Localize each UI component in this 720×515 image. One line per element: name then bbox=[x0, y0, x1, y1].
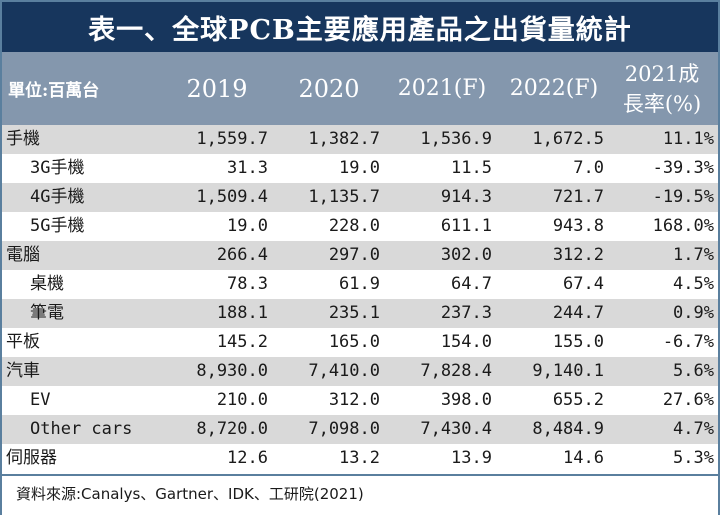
row-category: EV bbox=[30, 390, 51, 410]
cell-2022: 312.2 bbox=[552, 245, 604, 265]
cell-2021: 237.3 bbox=[440, 303, 492, 323]
cell-2022: 9,140.1 bbox=[532, 361, 604, 381]
cell-2020: 297.0 bbox=[328, 245, 380, 265]
growth-header-line2: 長率(%) bbox=[622, 91, 702, 116]
cell-2020: 1,382.7 bbox=[308, 129, 380, 149]
source-note: 資料來源:Canalys、Gartner、IDK、工研院(2021) bbox=[16, 485, 364, 503]
cell-2022: 244.7 bbox=[552, 303, 604, 323]
cell-2021: 611.1 bbox=[440, 216, 492, 236]
cell-growth: 4.7% bbox=[673, 419, 714, 439]
row-category: 桌機 bbox=[30, 274, 64, 294]
table-row: 伺服器 12.6 13.2 13.9 14.6 5.3% bbox=[2, 444, 718, 473]
cell-2021: 64.7 bbox=[451, 274, 492, 294]
column-header-growth: 2021成 長率(%) bbox=[606, 52, 718, 125]
cell-2019: 19.0 bbox=[227, 216, 268, 236]
cell-2019: 266.4 bbox=[216, 245, 268, 265]
cell-2019: 8,930.0 bbox=[196, 361, 268, 381]
table-row: 5G手機 19.0 228.0 611.1 943.8 168.0% bbox=[2, 212, 718, 241]
cell-2021: 1,536.9 bbox=[420, 129, 492, 149]
cell-2020: 1,135.7 bbox=[308, 187, 380, 207]
cell-growth: 5.6% bbox=[673, 361, 714, 381]
row-category: 筆電 bbox=[30, 303, 64, 323]
cell-2020: 165.0 bbox=[328, 332, 380, 352]
row-category: 平板 bbox=[6, 332, 40, 352]
cell-growth: 168.0% bbox=[652, 216, 714, 236]
column-header-2019: 2019 bbox=[186, 74, 248, 103]
cell-2022: 721.7 bbox=[552, 187, 604, 207]
cell-2020: 312.0 bbox=[328, 390, 380, 410]
column-header-2021f: 2021(F) bbox=[397, 76, 487, 101]
cell-2022: 1,672.5 bbox=[532, 129, 604, 149]
table-footer: 資料來源:Canalys、Gartner、IDK、工研院(2021) bbox=[2, 474, 718, 515]
table-row: 平板 145.2 165.0 154.0 155.0 -6.7% bbox=[2, 328, 718, 357]
cell-2020: 7,098.0 bbox=[308, 419, 380, 439]
growth-header-line1: 2021成 bbox=[624, 61, 700, 86]
cell-2021: 7,828.4 bbox=[420, 361, 492, 381]
table-row: 4G手機 1,509.4 1,135.7 914.3 721.7 -19.5% bbox=[2, 183, 718, 212]
cell-2020: 13.2 bbox=[339, 448, 380, 468]
cell-2022: 943.8 bbox=[552, 216, 604, 236]
unit-header: 單位:百萬台 bbox=[8, 81, 100, 101]
cell-2022: 8,484.9 bbox=[532, 419, 604, 439]
column-header-2020: 2020 bbox=[298, 74, 360, 103]
table-row: 汽車 8,930.0 7,410.0 7,828.4 9,140.1 5.6% bbox=[2, 357, 718, 386]
row-category: 伺服器 bbox=[6, 448, 57, 468]
cell-2019: 1,559.7 bbox=[196, 129, 268, 149]
cell-2019: 1,509.4 bbox=[196, 187, 268, 207]
column-header-2022f: 2022(F) bbox=[509, 76, 599, 101]
cell-growth: 27.6% bbox=[662, 390, 714, 410]
cell-growth: -6.7% bbox=[662, 332, 714, 352]
cell-2022: 67.4 bbox=[563, 274, 604, 294]
cell-2020: 228.0 bbox=[328, 216, 380, 236]
cell-growth: -19.5% bbox=[652, 187, 714, 207]
cell-2021: 914.3 bbox=[440, 187, 492, 207]
cell-2022: 7.0 bbox=[573, 158, 604, 178]
table-row: 筆電 188.1 235.1 237.3 244.7 0.9% bbox=[2, 299, 718, 328]
cell-2021: 398.0 bbox=[440, 390, 492, 410]
row-category: Other cars bbox=[30, 419, 133, 439]
table-row: Other cars 8,720.0 7,098.0 7,430.4 8,484… bbox=[2, 415, 718, 444]
cell-2019: 8,720.0 bbox=[196, 419, 268, 439]
cell-2021: 13.9 bbox=[451, 448, 492, 468]
table-body: 手機 1,559.7 1,382.7 1,536.9 1,672.5 11.1%… bbox=[2, 125, 718, 473]
table-title: 表一、全球PCB主要應用產品之出貨量統計 bbox=[2, 2, 718, 52]
cell-growth: 11.1% bbox=[662, 129, 714, 149]
row-category: 4G手機 bbox=[30, 187, 85, 207]
table-row: 桌機 78.3 61.9 64.7 67.4 4.5% bbox=[2, 270, 718, 299]
cell-growth: 4.5% bbox=[673, 274, 714, 294]
cell-growth: 5.3% bbox=[673, 448, 714, 468]
cell-2019: 12.6 bbox=[227, 448, 268, 468]
cell-2019: 188.1 bbox=[216, 303, 268, 323]
cell-2019: 145.2 bbox=[216, 332, 268, 352]
cell-growth: 0.9% bbox=[673, 303, 714, 323]
table-row: 電腦 266.4 297.0 302.0 312.2 1.7% bbox=[2, 241, 718, 270]
cell-2022: 155.0 bbox=[552, 332, 604, 352]
table-row: EV 210.0 312.0 398.0 655.2 27.6% bbox=[2, 386, 718, 415]
cell-2021: 154.0 bbox=[440, 332, 492, 352]
cell-growth: 1.7% bbox=[673, 245, 714, 265]
cell-2022: 655.2 bbox=[552, 390, 604, 410]
table-row: 3G手機 31.3 19.0 11.5 7.0 -39.3% bbox=[2, 154, 718, 183]
cell-2021: 11.5 bbox=[451, 158, 492, 178]
row-category: 手機 bbox=[6, 129, 40, 149]
cell-2019: 210.0 bbox=[216, 390, 268, 410]
cell-2021: 7,430.4 bbox=[420, 419, 492, 439]
table-row: 手機 1,559.7 1,382.7 1,536.9 1,672.5 11.1% bbox=[2, 125, 718, 154]
row-category: 3G手機 bbox=[30, 158, 85, 178]
cell-2020: 235.1 bbox=[328, 303, 380, 323]
row-category: 5G手機 bbox=[30, 216, 85, 236]
cell-growth: -39.3% bbox=[652, 158, 714, 178]
cell-2019: 31.3 bbox=[227, 158, 268, 178]
cell-2019: 78.3 bbox=[227, 274, 268, 294]
row-category: 電腦 bbox=[6, 245, 40, 265]
cell-2020: 7,410.0 bbox=[308, 361, 380, 381]
cell-2020: 61.9 bbox=[339, 274, 380, 294]
cell-2021: 302.0 bbox=[440, 245, 492, 265]
table-header: 單位:百萬台 2019 2020 2021(F) 2022(F) 2021成 長… bbox=[2, 52, 718, 125]
cell-2022: 14.6 bbox=[563, 448, 604, 468]
cell-2020: 19.0 bbox=[339, 158, 380, 178]
row-category: 汽車 bbox=[6, 361, 40, 381]
